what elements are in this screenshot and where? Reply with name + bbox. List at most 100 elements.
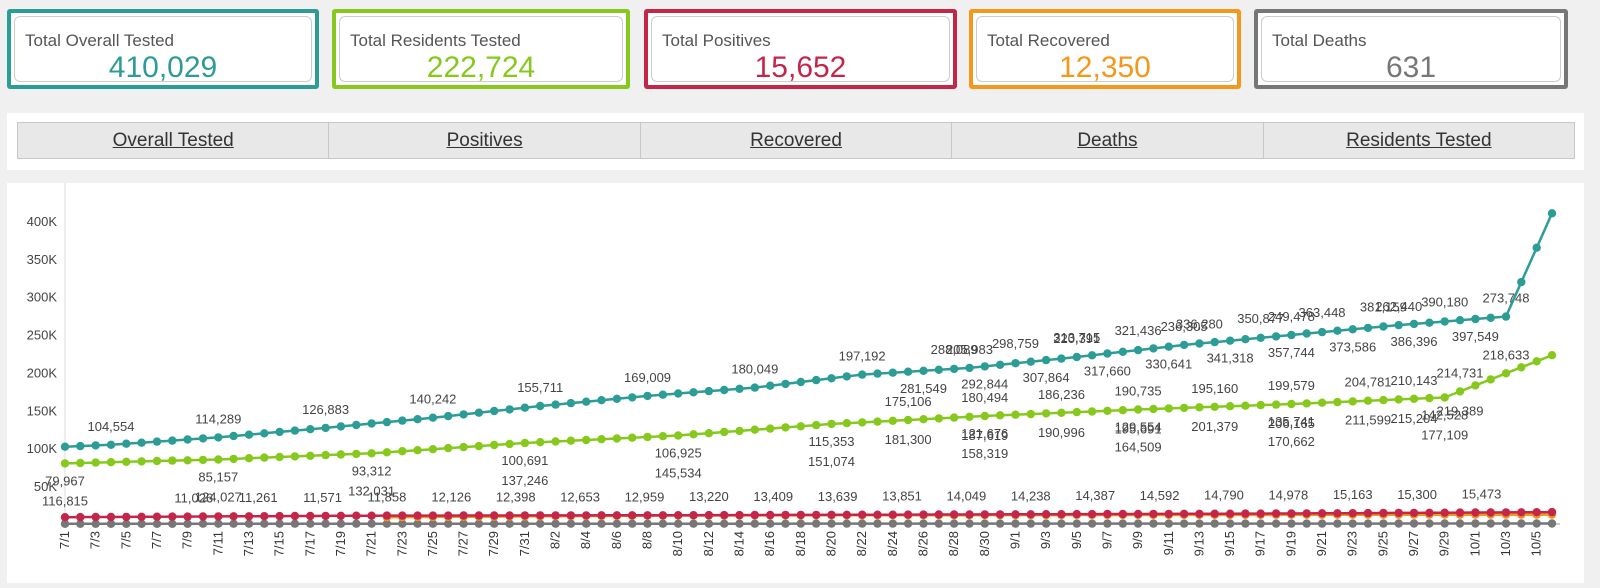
series-point-4 [428,519,438,528]
series-point-1 [137,457,146,466]
data-label: 180,494 [961,390,1008,405]
series-point-1 [1394,395,1403,404]
data-label: 116,815 [42,493,88,508]
series-point-0 [1409,319,1419,329]
series-point-1 [76,458,85,468]
x-tick-label: 7/17 [302,531,317,556]
tab-recovered[interactable]: Recovered [639,123,951,158]
data-label-positives: 12,398 [496,489,536,504]
tab-deaths[interactable]: Deaths [951,123,1262,158]
series-point-4 [903,519,913,528]
x-tick-label: 8/18 [793,531,808,556]
series-point-1 [60,459,70,468]
series-point-1 [398,447,407,456]
x-tick-label: 8/12 [701,531,716,556]
series-point-1 [1256,400,1265,410]
tab-overall-tested[interactable]: Overall Tested [112,129,234,151]
series-point-2 [1225,509,1235,518]
x-tick-label: 8/4 [578,531,593,549]
series-point-2 [919,510,928,519]
series-point-2 [244,512,254,521]
series-point-1 [1103,406,1112,415]
series-point-1 [321,450,330,460]
series-point-4 [336,519,346,528]
series-point-1 [1348,397,1357,406]
data-label: 249,478 [1268,309,1315,324]
series-point-0 [1425,318,1434,327]
series-point-2 [551,511,560,520]
series-point-1 [520,438,530,448]
series-point-4 [367,519,376,528]
card-label: Total Overall Tested [25,31,174,50]
series-point-1 [1011,410,1020,419]
series-point-1 [903,415,913,425]
series-point-2 [229,512,238,521]
data-label: 281,549 [900,381,947,396]
series-point-1 [474,441,484,451]
data-label: 169,009 [624,370,671,385]
series-point-4 [198,519,208,528]
series-point-1 [1057,408,1066,417]
data-label: 145,534 [655,465,702,480]
data-label: 190,996 [1038,425,1085,440]
series-point-0 [1287,330,1296,340]
series-point-2 [306,511,315,521]
series-point-4 [1057,519,1066,528]
series-point-1 [1363,396,1373,405]
y-tick-label: 50K [34,479,57,494]
data-label: 190,735 [1115,384,1162,399]
y-tick-label: 200K [27,365,58,380]
data-label-positives: 14,387 [1075,488,1115,503]
series-point-4 [1379,519,1388,528]
series-point-0 [76,441,85,451]
chart-panel: 50K 100K 150K 200K 250K 300K 350K 400K 7/1 7/3 7/5… [7,183,1584,583]
series-point-0 [720,385,729,395]
x-tick-label: 8/20 [823,531,838,556]
series-point-1 [444,443,453,453]
series-point-0 [858,370,867,379]
series-point-4 [1103,519,1112,528]
x-tick-label: 8/6 [609,531,624,549]
series-point-0 [152,437,162,446]
series-point-2 [1041,510,1051,519]
data-label: 137,246 [501,473,548,488]
series-point-0 [995,360,1005,369]
card-value: 631 [1385,51,1437,84]
series-point-4 [643,519,652,528]
series-point-2 [980,510,989,519]
series-point-0 [903,367,913,376]
series-point-2 [1133,509,1143,519]
series-point-1 [229,454,238,464]
series-point-1 [336,450,346,459]
series-point-4 [1087,519,1097,528]
series-point-4 [1026,519,1035,528]
series-point-2 [260,512,269,521]
series-point-0 [137,438,146,447]
series-point-4 [858,519,867,528]
series-point-4 [229,519,238,528]
series-point-1 [827,419,836,429]
series-point-1 [842,419,851,428]
series-point-0 [643,391,652,401]
series-point-1 [750,425,759,434]
series-point-4 [995,519,1005,528]
series-point-2 [183,512,192,521]
series-point-1 [704,429,714,438]
series-point-2 [474,511,484,520]
tab-positives[interactable]: Positives [328,123,639,158]
data-label: 197,192 [839,349,886,364]
series-point-2 [1363,508,1373,518]
series-point-0 [1471,314,1480,324]
data-label: 114,289 [195,411,241,426]
series-point-2 [1103,509,1112,519]
series-point-4 [1287,519,1296,528]
series-point-2 [168,512,177,521]
series-point-1 [1195,403,1204,412]
data-label-positives: 11,858 [368,490,407,505]
tab-residents-tested[interactable]: Residents Tested [1262,123,1574,158]
data-label: 298,759 [992,336,1039,351]
series-point-2 [1547,507,1557,517]
data-label: 219,389 [1437,403,1484,418]
series-point-0 [1103,349,1112,358]
series-point-1 [490,440,499,450]
